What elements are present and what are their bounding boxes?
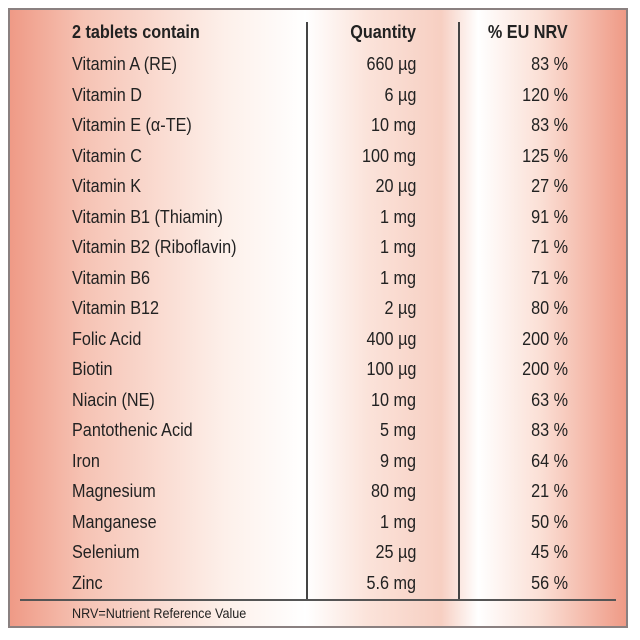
column-divider: [306, 22, 308, 601]
table-row: Vitamin C 100 mg 125 %: [10, 141, 630, 171]
table-row: Vitamin E (α-TE) 10 mg 83 %: [10, 110, 630, 140]
cell-nutrient: Vitamin E (α-TE): [72, 115, 192, 135]
cell-quantity: 20 µg: [375, 176, 416, 196]
cell-quantity: 5 mg: [379, 420, 416, 440]
table-row: Pantothenic Acid 5 mg 83 %: [10, 415, 630, 445]
header-nutrient: 2 tablets contain: [72, 22, 200, 42]
cell-quantity: 1 mg: [379, 237, 416, 257]
table-row: Manganese 1 mg 50 %: [10, 507, 630, 537]
table-row: Vitamin K 20 µg 27 %: [10, 171, 630, 201]
cell-nutrient: Zinc: [72, 572, 103, 593]
table-row: Vitamin B1 (Thiamin) 1 mg 91 %: [10, 202, 630, 232]
cell-nutrient: Vitamin B6: [72, 267, 151, 288]
table-row: Biotin 100 µg 200 %: [10, 354, 630, 384]
cell-nrv: 21 %: [531, 481, 568, 501]
cell-quantity: 6 µg: [384, 84, 416, 105]
cell-nutrient: Magnesium: [72, 481, 156, 501]
cell-nutrient: Vitamin D: [72, 84, 142, 105]
cell-quantity: 10 mg: [370, 115, 416, 135]
cell-quantity: 80 mg: [370, 481, 416, 501]
cell-nrv: 50 %: [531, 511, 568, 532]
table-header: 2 tablets contain Quantity % EU NRV: [10, 17, 630, 47]
cell-nrv: 83 %: [531, 115, 568, 135]
cell-nrv: 71 %: [531, 267, 568, 288]
cell-nutrient: Manganese: [72, 511, 157, 532]
table-row: Selenium 25 µg 45 %: [10, 537, 630, 567]
cell-nrv: 200 %: [522, 359, 568, 379]
table-row: Vitamin B12 2 µg 80 %: [10, 293, 630, 323]
cell-nrv: 83 %: [531, 54, 568, 74]
header-nrv: % EU NRV: [488, 22, 568, 42]
table-row: Vitamin A (RE) 660 µg 83 %: [10, 49, 630, 79]
cell-nutrient: Vitamin C: [72, 145, 142, 166]
cell-quantity: 1 mg: [379, 267, 416, 288]
cell-nrv: 63 %: [531, 389, 568, 410]
table-row: Vitamin D 6 µg 120 %: [10, 80, 630, 110]
cell-nutrient: Folic Acid: [72, 328, 142, 349]
cell-quantity: 100 µg: [366, 359, 416, 379]
cell-nrv: 200 %: [522, 328, 568, 349]
table-row: Iron 9 mg 64 %: [10, 446, 630, 476]
nutrition-table: 2 tablets contain Quantity % EU NRV Vita…: [8, 8, 628, 628]
cell-quantity: 660 µg: [366, 54, 416, 74]
cell-nutrient: Biotin: [72, 359, 113, 379]
cell-quantity: 2 µg: [384, 298, 416, 318]
cell-nutrient: Niacin (NE): [72, 389, 155, 410]
cell-quantity: 1 mg: [379, 206, 416, 227]
cell-quantity: 9 mg: [379, 450, 416, 471]
footnote: NRV=Nutrient Reference Value: [72, 605, 247, 621]
cell-quantity: 400 µg: [366, 328, 416, 349]
cell-nutrient: Vitamin A (RE): [72, 54, 178, 74]
cell-nrv: 120 %: [522, 84, 568, 105]
table-row: Zinc 5.6 mg 56 %: [10, 568, 630, 598]
cell-nutrient: Vitamin K: [72, 176, 142, 196]
cell-nrv: 45 %: [531, 542, 568, 562]
cell-nutrient: Pantothenic Acid: [72, 420, 193, 440]
table-row: Folic Acid 400 µg 200 %: [10, 324, 630, 354]
cell-quantity: 5.6 mg: [366, 572, 416, 593]
cell-quantity: 1 mg: [379, 511, 416, 532]
table-row: Magnesium 80 mg 21 %: [10, 476, 630, 506]
cell-nrv: 27 %: [531, 176, 568, 196]
header-quantity: Quantity: [350, 22, 416, 42]
table-row: Niacin (NE) 10 mg 63 %: [10, 385, 630, 415]
cell-nrv: 83 %: [531, 420, 568, 440]
cell-nrv: 71 %: [531, 237, 568, 257]
table-row: Vitamin B2 (Riboflavin) 1 mg 71 %: [10, 232, 630, 262]
cell-nutrient: Vitamin B1 (Thiamin): [72, 206, 223, 227]
cell-nutrient: Selenium: [72, 542, 140, 562]
cell-quantity: 10 mg: [370, 389, 416, 410]
cell-nutrient: Vitamin B2 (Riboflavin): [72, 237, 237, 257]
table-row: Vitamin B6 1 mg 71 %: [10, 263, 630, 293]
cell-nrv: 56 %: [531, 572, 568, 593]
footer-divider: [20, 599, 616, 601]
cell-nrv: 125 %: [522, 145, 568, 166]
cell-quantity: 25 µg: [375, 542, 416, 562]
cell-nutrient: Vitamin B12: [72, 298, 160, 318]
cell-quantity: 100 mg: [361, 145, 416, 166]
cell-nrv: 91 %: [531, 206, 568, 227]
cell-nrv: 80 %: [531, 298, 568, 318]
column-divider: [458, 22, 460, 601]
cell-nutrient: Iron: [72, 450, 100, 471]
cell-nrv: 64 %: [531, 450, 568, 471]
